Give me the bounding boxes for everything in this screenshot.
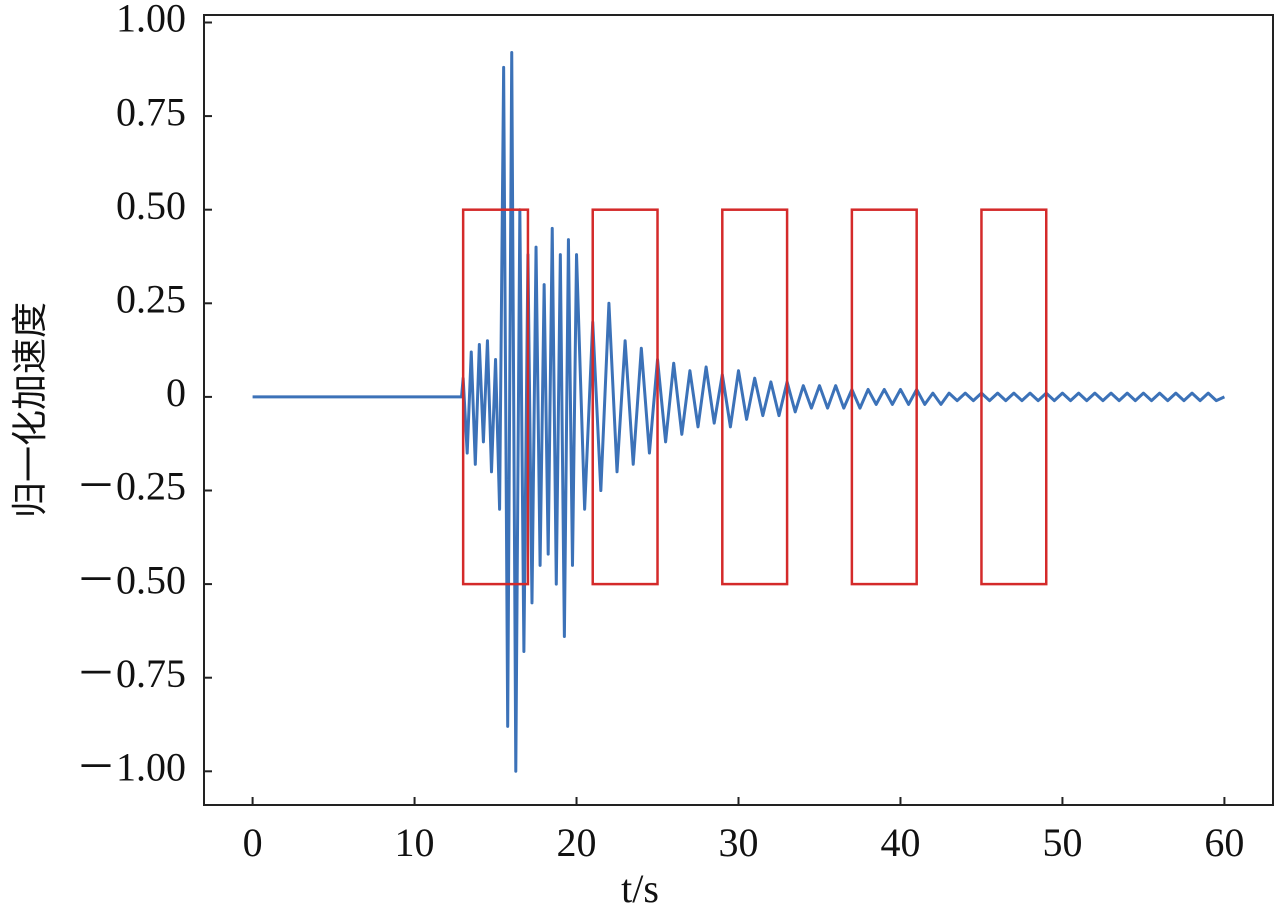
x-tick-label: 10 bbox=[395, 820, 435, 865]
x-tick-label: 40 bbox=[880, 820, 920, 865]
x-tick-label: 20 bbox=[557, 820, 597, 865]
plot-frame bbox=[203, 14, 1274, 806]
window-box bbox=[721, 208, 789, 586]
series-line bbox=[252, 50, 1226, 773]
x-tick-label: 50 bbox=[1042, 820, 1082, 865]
y-tick-label: 0.75 bbox=[116, 89, 186, 134]
y-tick-label: 0.50 bbox=[116, 183, 186, 228]
x-tick-label: 0 bbox=[243, 820, 263, 865]
y-tick-label: －0.25 bbox=[76, 464, 186, 509]
y-tick-label: 0.25 bbox=[116, 276, 186, 321]
y-tick-label: －0.75 bbox=[76, 651, 186, 696]
window-box bbox=[591, 208, 659, 586]
y-axis-label: 归一化加速度 bbox=[10, 302, 51, 518]
y-tick-label: －0.50 bbox=[76, 557, 186, 602]
y-tick-label: 0 bbox=[166, 370, 186, 415]
x-tick-label: 30 bbox=[719, 820, 759, 865]
y-tick-label: －1.00 bbox=[76, 744, 186, 789]
y-tick-label: 1.00 bbox=[116, 0, 186, 41]
x-tick-label: 60 bbox=[1204, 820, 1244, 865]
window-box bbox=[980, 208, 1048, 586]
window-box bbox=[850, 208, 918, 586]
x-axis-label: t/s bbox=[621, 866, 659, 911]
window-box bbox=[461, 208, 530, 586]
